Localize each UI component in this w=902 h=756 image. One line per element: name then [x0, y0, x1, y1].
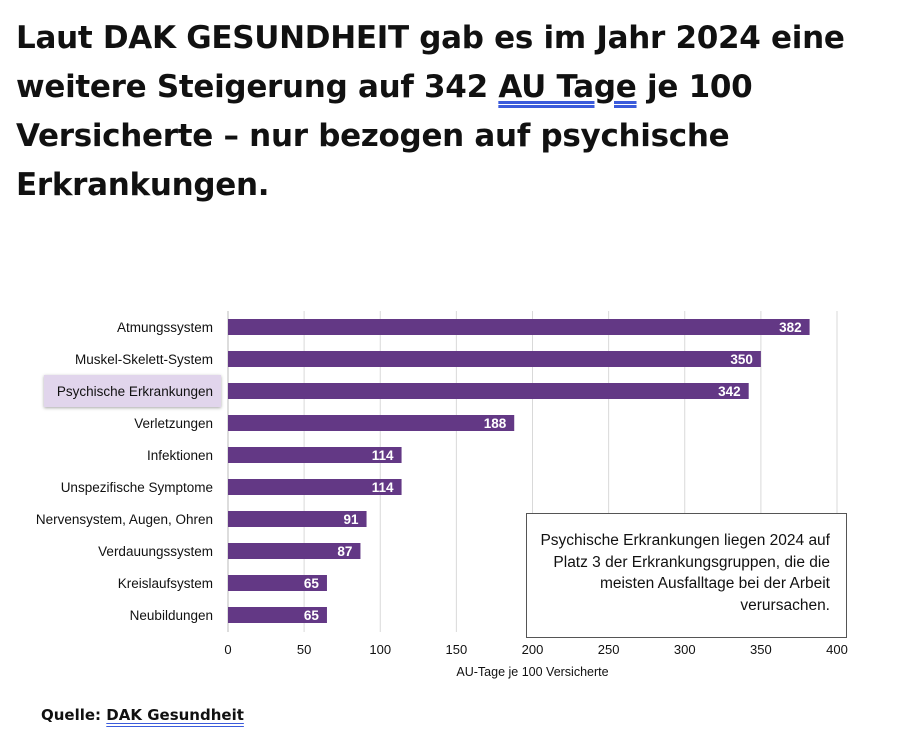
category-label: Atmungssystem — [117, 320, 213, 335]
bar-chart: 0 50 100 150 200 250 300 350 400 Atmungssystem 382… — [36, 311, 848, 679]
bar-value-label: 114 — [372, 480, 394, 495]
bar — [228, 479, 402, 495]
category-label: Verdauungssystem — [98, 544, 213, 559]
category-label: Kreislaufsystem — [118, 576, 213, 591]
bar-value-label: 114 — [372, 448, 394, 463]
bar-value-label: 91 — [344, 512, 360, 527]
bar — [228, 319, 810, 335]
bar-value-label: 382 — [779, 320, 802, 335]
x-tick-label: 300 — [674, 642, 696, 657]
bar — [228, 383, 749, 399]
bar — [228, 447, 402, 463]
x-axis-title: AU-Tage je 100 Versicherte — [456, 665, 608, 679]
bar — [228, 607, 327, 623]
bar-value-label: 87 — [337, 544, 352, 559]
bar-value-label: 188 — [484, 416, 507, 431]
bar-value-label: 350 — [730, 352, 753, 367]
category-label: Unspezifische Symptome — [61, 480, 213, 495]
bar — [228, 543, 361, 559]
x-tick-label: 50 — [297, 642, 311, 657]
source-link[interactable]: DAK Gesundheit — [106, 706, 244, 724]
headline: Laut DAK GESUNDHEIT gab es im Jahr 2024 … — [16, 20, 845, 203]
source-line: Quelle: DAK Gesundheit — [41, 706, 244, 724]
x-tick-label: 100 — [369, 642, 391, 657]
highlight-box — [44, 375, 221, 407]
bar — [228, 415, 515, 431]
au-tage-link[interactable]: AU Tage — [498, 69, 637, 105]
x-tick-label: 250 — [598, 642, 620, 657]
bar — [228, 575, 327, 591]
x-tick-label: 0 — [224, 642, 231, 657]
x-tick-label: 200 — [522, 642, 544, 657]
x-tick-label: 350 — [750, 642, 772, 657]
bar-value-label: 65 — [304, 608, 320, 623]
category-label: Muskel-Skelett-System — [75, 352, 213, 367]
category-label: Neubildungen — [130, 608, 213, 623]
bar-value-label: 342 — [718, 384, 741, 399]
category-label: Psychische Erkrankungen — [57, 384, 213, 399]
annotation-box: Psychische Erkrankungen liegen 2024 auf … — [526, 513, 847, 638]
bar — [228, 351, 761, 367]
category-label: Verletzungen — [134, 416, 213, 431]
bar — [228, 511, 367, 527]
bar-value-label: 65 — [304, 576, 320, 591]
category-label: Nervensystem, Augen, Ohren — [36, 512, 213, 527]
x-tick-label: 400 — [826, 642, 848, 657]
x-tick-label: 150 — [446, 642, 468, 657]
category-label: Infektionen — [147, 448, 213, 463]
